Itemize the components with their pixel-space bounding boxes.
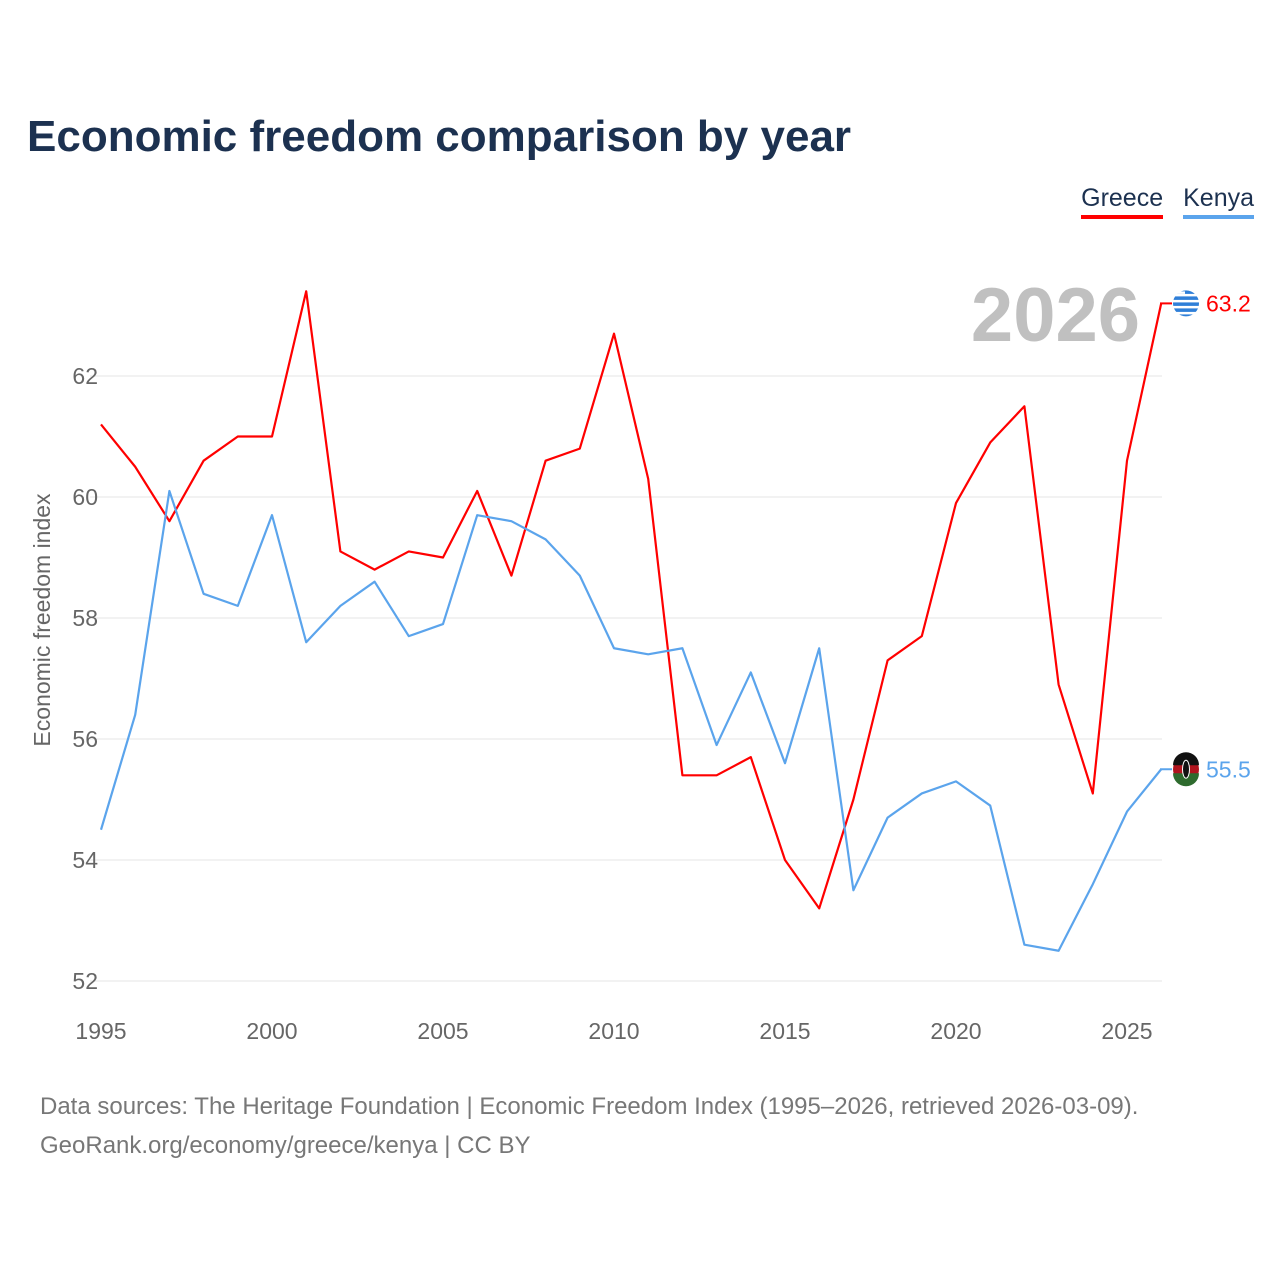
source-line-1: Data sources: The Heritage Foundation | … bbox=[40, 1093, 1139, 1120]
source-line-2[interactable]: GeoRank.org/economy/greece/kenya | CC BY bbox=[40, 1132, 531, 1159]
end-value-label: 63.2 bbox=[1206, 290, 1251, 316]
y-tick-label: 58 bbox=[72, 605, 98, 631]
legend: Greece Kenya bbox=[1081, 184, 1254, 219]
flag-stripe bbox=[1173, 299, 1199, 303]
y-tick-label: 60 bbox=[72, 484, 98, 510]
x-tick-label: 2005 bbox=[417, 1018, 468, 1044]
series-line-greece bbox=[100, 290, 1163, 910]
legend-kenya[interactable]: Kenya bbox=[1183, 184, 1254, 219]
y-tick-label: 62 bbox=[72, 363, 98, 389]
flag-stripe bbox=[1173, 311, 1199, 315]
x-tick-label: 2000 bbox=[246, 1018, 297, 1044]
y-tick-label: 56 bbox=[72, 726, 98, 752]
chart-title: Economic freedom comparison by year bbox=[27, 112, 852, 161]
data-sources: Data sources: The Heritage Foundation | … bbox=[40, 1087, 1138, 1165]
y-axis-label: Economic freedom index bbox=[29, 493, 55, 747]
flag-bottom bbox=[1173, 773, 1199, 787]
end-value-label: 55.5 bbox=[1206, 756, 1251, 782]
flag-stripe bbox=[1173, 305, 1199, 309]
flag-shield bbox=[1182, 759, 1190, 779]
flag-bg bbox=[1173, 290, 1199, 317]
y-tick-label: 52 bbox=[72, 968, 98, 994]
x-tick-label: 2010 bbox=[588, 1018, 639, 1044]
flag-top bbox=[1173, 752, 1199, 766]
legend-greece[interactable]: Greece bbox=[1081, 184, 1164, 219]
flag-stripe bbox=[1173, 293, 1199, 297]
x-tick-label: 2025 bbox=[1101, 1018, 1152, 1044]
flag-cross bbox=[1175, 291, 1185, 294]
series-line-kenya bbox=[99, 489, 1163, 952]
y-tick-label: 54 bbox=[72, 847, 98, 873]
kenya-flag-icon bbox=[1173, 752, 1199, 787]
year-watermark: 2026 bbox=[971, 273, 1140, 358]
x-tick-label: 2020 bbox=[930, 1018, 981, 1044]
x-tick-label: 2015 bbox=[759, 1018, 810, 1044]
greece-flag-icon bbox=[1173, 290, 1199, 317]
x-tick-label: 1995 bbox=[75, 1018, 126, 1044]
